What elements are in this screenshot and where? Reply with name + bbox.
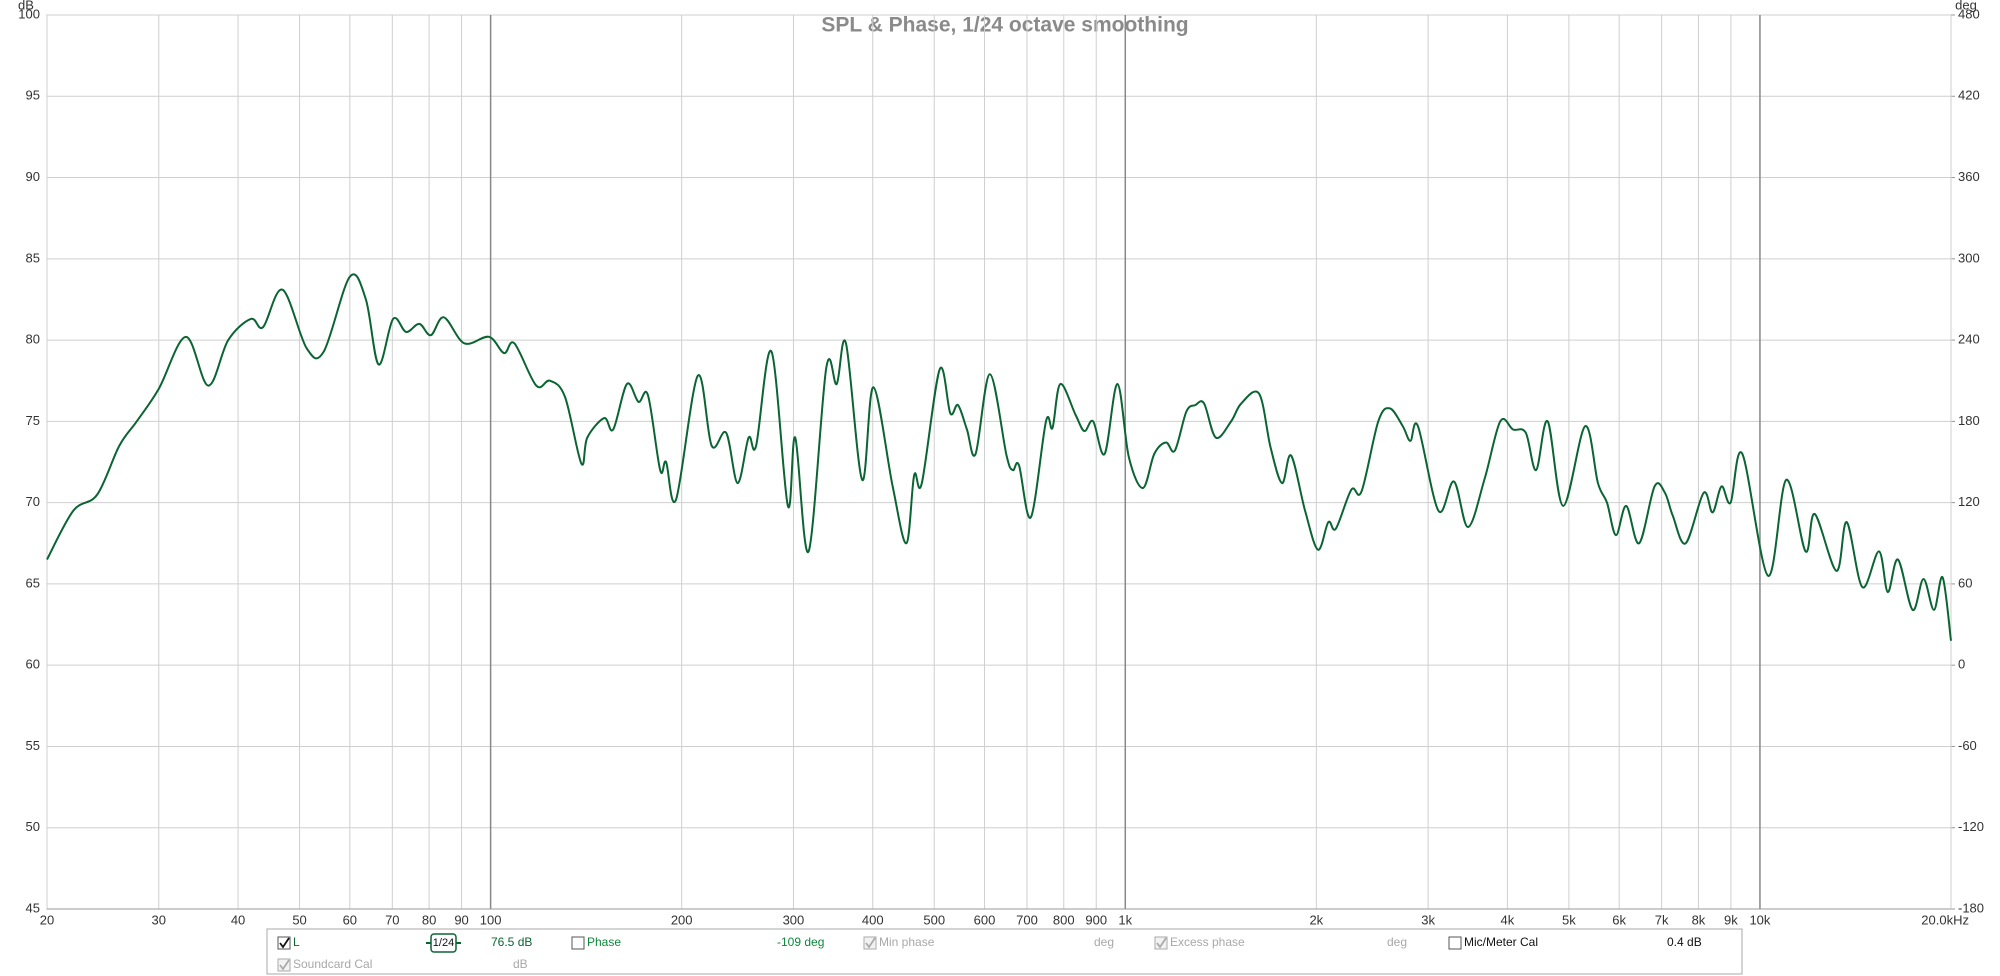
y2-tick-label: -60 — [1958, 738, 1977, 753]
y-tick-label: 100 — [18, 6, 40, 21]
control-label: Excess phase — [1170, 935, 1245, 949]
y2-tick-label: 0 — [1958, 657, 1965, 672]
y2-axis-unit: deg — [1955, 0, 1977, 12]
y-tick-label: 45 — [26, 900, 40, 915]
x-tick-label: 200 — [671, 912, 693, 927]
y-tick-label: 80 — [26, 332, 40, 347]
y-tick-label: 55 — [26, 738, 40, 753]
control-label: Mic/Meter Cal — [1464, 935, 1538, 949]
x-tick-label: 5k — [1562, 912, 1576, 927]
x-tick-label: 30 — [152, 912, 166, 927]
control-readout: deg — [1094, 935, 1114, 949]
y2-tick-label: 480 — [1958, 6, 1980, 21]
x-tick-label: 10k — [1749, 912, 1770, 927]
x-tick-label: 20 — [40, 912, 54, 927]
y-tick-label: 60 — [26, 657, 40, 672]
control-readout: deg — [1387, 935, 1407, 949]
x-tick-label: 700 — [1016, 912, 1038, 927]
x-tick-label: 500 — [923, 912, 945, 927]
series-readout: 76.5 dB — [491, 935, 532, 949]
control-checkbox[interactable] — [1448, 936, 1462, 950]
x-tick-label: 900 — [1085, 912, 1107, 927]
y-tick-label: 50 — [26, 819, 40, 834]
x-tick-label: 90 — [454, 912, 468, 927]
y2-tick-label: 360 — [1958, 169, 1980, 184]
x-tick-label: 60 — [343, 912, 357, 927]
x-tick-label: 800 — [1053, 912, 1075, 927]
x-tick-label: 50 — [292, 912, 306, 927]
control-checkbox[interactable] — [571, 936, 585, 950]
spl-line — [46, 273, 1952, 641]
x-tick-label: 70 — [385, 912, 399, 927]
x-tick-label: 80 — [422, 912, 436, 927]
x-tick-label: 20.0kHz — [1921, 912, 1969, 927]
smoothing-box[interactable] — [430, 933, 457, 953]
smoothing-label: 1/24 — [433, 937, 454, 949]
x-tick-label: 300 — [783, 912, 805, 927]
legend-panel — [266, 928, 1743, 975]
y2-tick-label: 120 — [1958, 494, 1980, 509]
x-tick-label: 6k — [1612, 912, 1626, 927]
y-tick-label: 65 — [26, 575, 40, 590]
y2-tick-label: 420 — [1958, 88, 1980, 103]
chart-title: SPL & Phase, 1/24 octave smoothing — [821, 14, 1188, 37]
y2-tick-label: 60 — [1958, 575, 1972, 590]
control-label: Phase — [587, 935, 621, 949]
control-label: Soundcard Cal — [293, 957, 372, 971]
x-tick-label: 9k — [1724, 912, 1738, 927]
y-tick-label: 70 — [26, 494, 40, 509]
x-tick-label: 7k — [1655, 912, 1669, 927]
x-tick-label: 600 — [974, 912, 996, 927]
y2-tick-label: -180 — [1958, 900, 1984, 915]
y2-tick-label: 240 — [1958, 332, 1980, 347]
y2-tick-label: 300 — [1958, 250, 1980, 265]
x-tick-label: 40 — [231, 912, 245, 927]
y-tick-label: 75 — [26, 413, 40, 428]
x-tick-label: 400 — [862, 912, 884, 927]
y-tick-label: 85 — [26, 250, 40, 265]
x-tick-label: 100 — [480, 912, 502, 927]
x-tick-label: 2k — [1309, 912, 1323, 927]
control-readout: -109 deg — [777, 935, 824, 949]
control-checkbox-check — [279, 959, 290, 971]
control-readout: dB — [513, 957, 528, 971]
y2-tick-label: -120 — [1958, 819, 1984, 834]
x-tick-label: 8k — [1692, 912, 1706, 927]
control-checkbox-check — [865, 937, 876, 949]
x-tick-label: 4k — [1501, 912, 1515, 927]
y-tick-label: 95 — [26, 88, 40, 103]
control-checkbox-check — [1156, 937, 1167, 949]
x-tick-label: 3k — [1421, 912, 1435, 927]
control-readout: 0.4 dB — [1667, 935, 1702, 949]
y2-tick-label: 180 — [1958, 413, 1980, 428]
legend-entry: L — [293, 935, 300, 949]
control-label: Min phase — [879, 935, 935, 949]
series-checkbox-check — [279, 937, 290, 949]
x-tick-label: 1k — [1118, 912, 1132, 927]
plot-area — [46, 14, 1952, 910]
y-axis-unit: dB — [18, 0, 34, 12]
y-tick-label: 90 — [26, 169, 40, 184]
